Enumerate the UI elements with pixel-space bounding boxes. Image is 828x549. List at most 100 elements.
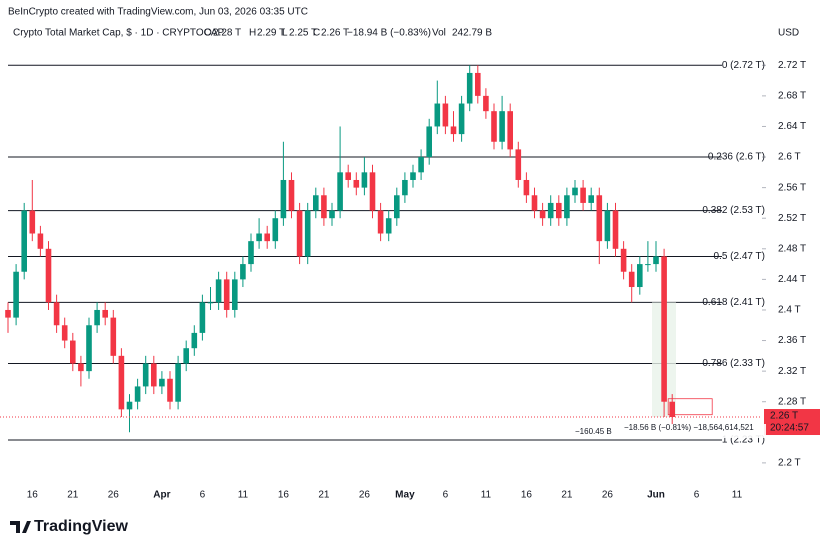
candle-body	[418, 157, 424, 173]
y-tick-label: 2.72 T	[778, 60, 806, 71]
chart-title: Crypto Total Market Cap, $ · 1D · CRYPTO…	[13, 28, 225, 39]
legend-key: O	[204, 28, 212, 39]
candle-body	[385, 218, 392, 234]
candle-body	[523, 179, 530, 196]
y-tick-label: 2.6 T	[778, 152, 801, 163]
candle-body	[604, 210, 611, 242]
candle-body	[596, 195, 603, 242]
candle-body	[620, 248, 627, 272]
candle-body	[215, 279, 222, 303]
y-tick-label: 2.4 T	[778, 305, 801, 316]
candle-body	[21, 210, 27, 272]
x-tick-label: 21	[318, 490, 330, 501]
candle-body	[86, 325, 92, 372]
legend-value: 2.29 T	[257, 28, 285, 39]
candle-body	[13, 271, 19, 318]
candle-body	[53, 302, 60, 326]
candle-body	[313, 195, 319, 211]
candle-body	[547, 202, 554, 219]
candle-body	[199, 302, 206, 333]
candle-body	[499, 111, 505, 142]
legend-key: L	[282, 28, 288, 39]
candle-body	[402, 179, 408, 196]
candle-body	[345, 172, 351, 180]
candle-body	[296, 210, 303, 257]
candle-body	[612, 210, 619, 249]
fib-label: 0.786 (2.33 T)	[702, 358, 765, 369]
candle-body	[159, 378, 165, 387]
logo-text: TradingView	[34, 518, 129, 535]
candle-body	[580, 187, 586, 203]
candle-body	[5, 309, 11, 318]
candle-body	[110, 317, 117, 356]
candle-body	[151, 363, 157, 387]
y-tick-label: 2.2 T	[778, 458, 801, 469]
candle-body	[434, 103, 441, 127]
legend-key: H	[249, 28, 256, 39]
candle-body	[515, 149, 522, 180]
x-tick-label: Apr	[153, 490, 170, 501]
price-tag	[764, 409, 820, 436]
candle-body	[394, 195, 400, 219]
candle-body	[142, 363, 149, 387]
y-tick-label: 2.48 T	[778, 243, 806, 254]
candle-body	[491, 111, 497, 142]
candle-body	[353, 179, 360, 188]
candle-body	[669, 401, 675, 418]
candle-body	[426, 126, 432, 158]
candle-body	[572, 187, 578, 196]
legend-key: C	[313, 28, 320, 39]
candle-body	[248, 241, 254, 265]
legend-value: 2.26 T	[321, 28, 349, 39]
candle-body	[134, 386, 141, 402]
candle-body	[264, 233, 270, 242]
candle-body	[78, 363, 84, 372]
x-tick-label: May	[395, 490, 415, 501]
y-tick-label: 2.68 T	[778, 91, 806, 102]
x-tick-label: 6	[443, 490, 449, 501]
candle-body	[280, 179, 287, 219]
candle-body	[458, 103, 465, 135]
x-tick-label: 16	[27, 490, 39, 501]
candle-body	[637, 264, 643, 288]
candle-body	[653, 256, 659, 265]
candle-body	[483, 95, 489, 112]
logo-mark	[10, 521, 31, 533]
fib-label: 0.618 (2.41 T)	[702, 297, 765, 308]
candle-body	[37, 233, 44, 249]
x-tick-label: 16	[278, 490, 290, 501]
candle-body	[29, 210, 36, 234]
candle-body	[661, 256, 667, 402]
price-tag-countdown: 20:24:57	[770, 423, 809, 434]
x-tick-label: 11	[732, 490, 743, 501]
x-tick-label: 6	[694, 490, 700, 501]
candle-body	[126, 401, 133, 410]
candle-body	[369, 172, 376, 211]
candle-body	[507, 111, 513, 150]
legend-value: 2.28 T	[213, 28, 241, 39]
measure-label: −18.56 B (−0.81%) −18,564,614,521	[624, 423, 754, 432]
x-tick-label: 26	[602, 490, 614, 501]
candle-body	[70, 340, 76, 364]
candle-body	[240, 264, 246, 280]
y-tick-label: 2.44 T	[778, 274, 806, 285]
price-tag-value: 2.26 T	[770, 411, 798, 422]
candle-body	[588, 195, 594, 203]
y-tick-label: 2.28 T	[778, 396, 806, 407]
candle-body	[531, 195, 538, 211]
candle-body	[175, 363, 181, 402]
candle-body	[628, 271, 635, 288]
candle-body	[288, 179, 295, 211]
legend-value: 242.79 B	[452, 28, 492, 39]
x-tick-label: 16	[521, 490, 533, 501]
candle-body	[321, 195, 327, 219]
measure-label-bg	[570, 424, 766, 439]
candle-body	[223, 279, 230, 310]
y-tick-label: 2.32 T	[778, 366, 806, 377]
candle-body	[167, 378, 173, 402]
candle-body	[232, 279, 238, 310]
x-tick-label: 6	[200, 490, 206, 501]
legend-key: Vol	[432, 28, 446, 39]
